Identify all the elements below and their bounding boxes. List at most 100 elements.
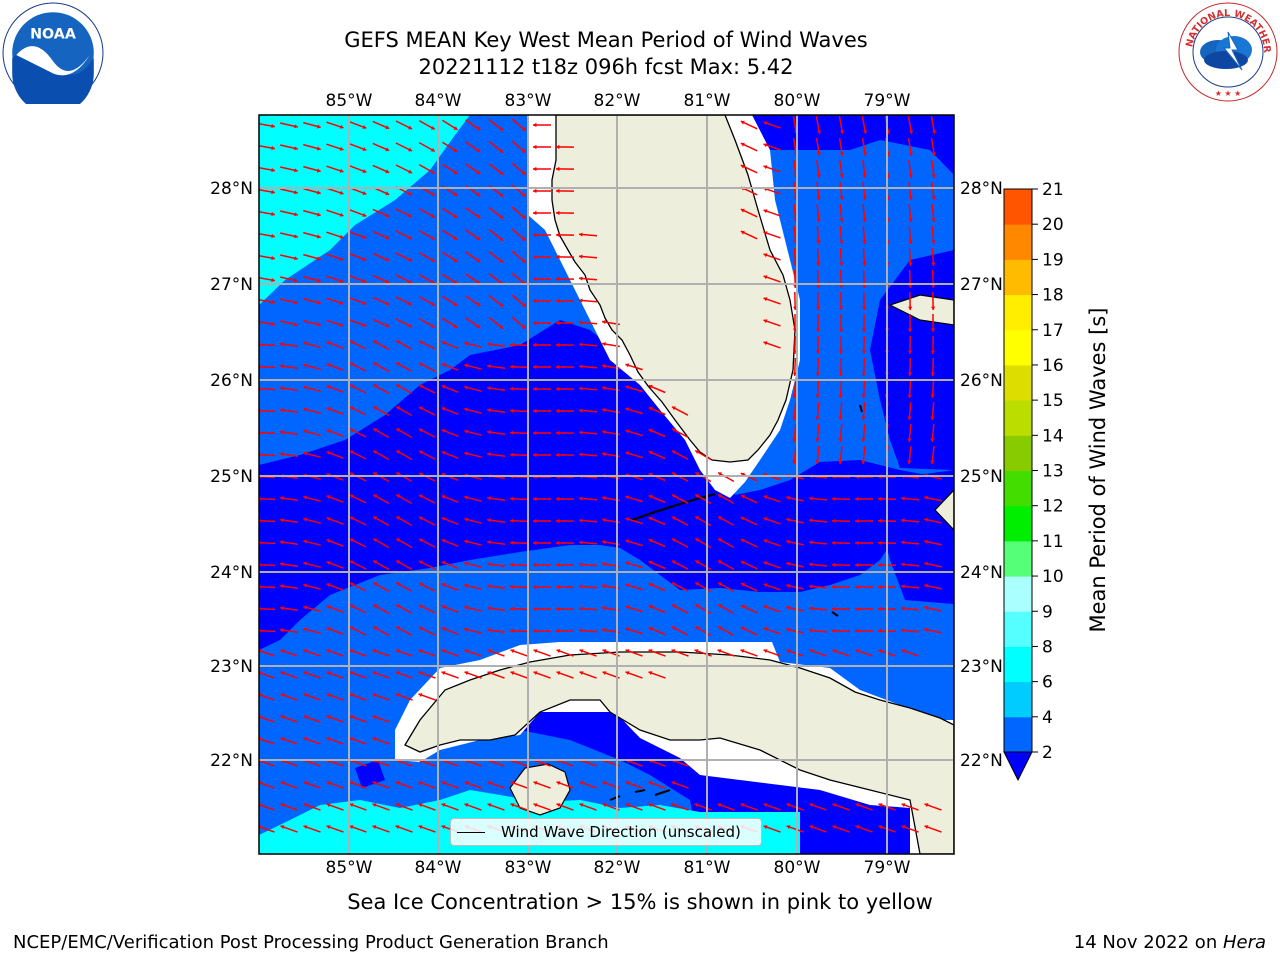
- wind-wave-arrowhead: [672, 406, 676, 411]
- wind-wave-arrowhead: [326, 363, 331, 367]
- wind-wave-arrowhead: [464, 539, 469, 544]
- wind-wave-arrowhead: [326, 561, 331, 565]
- wind-wave-arrowhead: [339, 190, 344, 195]
- wind-wave-arrowhead: [740, 649, 745, 654]
- wind-wave-arrowhead: [294, 234, 298, 239]
- wind-wave-arrowhead: [303, 451, 308, 456]
- wind-wave-arrowhead: [763, 583, 768, 588]
- wind-wave-arrowhead: [855, 803, 860, 808]
- wind-wave-arrowhead: [786, 627, 790, 632]
- wind-wave-arrowhead: [510, 496, 514, 501]
- wind-wave-arrowhead: [579, 803, 584, 808]
- wind-wave-arrowhead: [408, 323, 413, 328]
- wind-wave-arrowhead: [349, 671, 354, 676]
- wind-wave-arrowhead: [430, 147, 435, 152]
- wind-wave-arrowhead: [419, 384, 423, 389]
- wind-wave-arrowhead: [373, 516, 378, 521]
- wind-wave-arrowhead: [533, 254, 537, 260]
- wind-wave-arrowhead: [556, 166, 560, 172]
- wind-wave-arrowhead: [419, 538, 423, 543]
- lat-label: 23°N: [210, 657, 253, 677]
- colorbar-segment: [1004, 540, 1032, 577]
- wind-wave-arrowhead: [533, 606, 537, 612]
- bottom-longitude-labels: 85°W 84°W 83°W 82°W 81°W 80°W 79°W: [326, 858, 911, 878]
- wind-wave-arrowhead: [349, 626, 354, 631]
- wind-wave-arrowhead: [316, 300, 321, 305]
- wind-wave-arrowhead: [740, 538, 745, 543]
- wind-wave-arrowhead: [453, 302, 458, 306]
- wind-wave-arrowhead: [326, 341, 331, 345]
- wind-wave-arrowhead: [931, 196, 936, 200]
- wind-wave-arrowhead: [556, 628, 560, 634]
- wind-wave-arrowhead: [648, 560, 653, 565]
- wind-wave-arrowhead: [339, 212, 344, 217]
- wind-wave-arrowhead: [303, 407, 308, 412]
- wind-wave-arrowhead: [349, 737, 354, 742]
- wind-wave-arrowhead: [372, 671, 377, 676]
- wind-wave-arrowhead: [316, 190, 321, 195]
- wind-wave-arrowhead: [533, 584, 537, 590]
- wind-wave-arrowhead: [931, 240, 936, 244]
- wind-wave-arrowhead: [339, 168, 344, 173]
- wind-wave-arrowhead: [924, 517, 928, 522]
- wind-wave-arrowhead: [396, 626, 401, 631]
- wind-wave-arrowhead: [878, 496, 882, 501]
- wind-wave-arrowhead: [326, 671, 331, 676]
- wind-wave-arrowhead: [464, 605, 469, 610]
- wind-wave-arrowhead: [521, 193, 526, 197]
- wind-wave-arrowhead: [418, 671, 423, 676]
- lat-label: 25°N: [960, 467, 1003, 487]
- wind-wave-arrowhead: [464, 803, 469, 808]
- wind-wave-arrowhead: [717, 803, 722, 808]
- wind-wave-arrowhead: [740, 120, 745, 125]
- lon-label: 79°W: [864, 91, 911, 111]
- wind-wave-arrowhead: [832, 518, 836, 523]
- wind-wave-arrowhead: [815, 438, 820, 442]
- lat-label: 23°N: [960, 657, 1003, 677]
- wind-wave-arrowhead: [453, 324, 458, 328]
- wind-wave-arrowhead: [792, 438, 797, 442]
- wind-wave-arrowhead: [487, 408, 491, 413]
- wind-wave-arrowhead: [671, 803, 676, 808]
- wind-wave-arrowhead: [861, 438, 866, 442]
- wind-wave-arrowhead: [396, 406, 401, 411]
- wind-wave-arrowhead: [280, 386, 284, 391]
- wind-wave-arrowhead: [838, 372, 843, 376]
- colorbar-segment: [1004, 611, 1032, 647]
- wind-wave-arrowhead: [786, 561, 790, 566]
- wind-wave-arrowhead: [294, 190, 298, 195]
- wind-wave-arrowhead: [280, 364, 284, 369]
- wind-wave-arrowhead: [861, 350, 866, 354]
- wind-wave-arrowhead: [792, 350, 797, 354]
- wind-wave-arrowhead: [855, 518, 859, 524]
- wind-wave-arrowhead: [464, 649, 469, 654]
- wind-wave-arrowhead: [303, 737, 308, 742]
- wind-wave-arrowhead: [907, 416, 912, 420]
- wind-wave-arrowhead: [533, 232, 537, 238]
- wind-wave-arrowhead: [648, 450, 653, 455]
- wind-wave-arrowhead: [740, 142, 745, 147]
- wind-wave-arrowhead: [816, 218, 821, 222]
- wind-wave-arrowhead: [533, 320, 537, 326]
- wind-wave-arrowhead: [533, 540, 537, 546]
- wind-wave-arrowhead: [419, 560, 423, 565]
- wind-wave-arrowhead: [430, 257, 435, 262]
- wind-wave-arrowhead: [316, 234, 321, 239]
- wind-wave-arrowhead: [464, 495, 469, 500]
- wind-wave-arrowhead: [303, 385, 308, 390]
- wind-wave-arrowhead: [839, 262, 844, 266]
- wind-wave-arrowhead: [385, 279, 390, 284]
- wind-wave-arrowhead: [809, 825, 814, 830]
- wind-wave-arrowhead: [625, 803, 630, 808]
- wind-wave-arrowhead: [419, 604, 423, 609]
- wind-wave-arrowhead: [625, 451, 630, 456]
- wind-wave-arrowhead: [930, 372, 935, 376]
- wind-wave-arrowhead: [419, 494, 423, 499]
- wind-wave-arrowhead: [832, 825, 837, 830]
- wind-wave-arrowhead: [362, 279, 367, 283]
- wind-wave-arrowhead: [838, 416, 843, 420]
- wind-wave-arrowhead: [556, 320, 560, 326]
- colorbar-tick-label: 2: [1042, 743, 1053, 763]
- wind-wave-arrowhead: [521, 259, 526, 263]
- wind-wave-arrowhead: [862, 152, 867, 156]
